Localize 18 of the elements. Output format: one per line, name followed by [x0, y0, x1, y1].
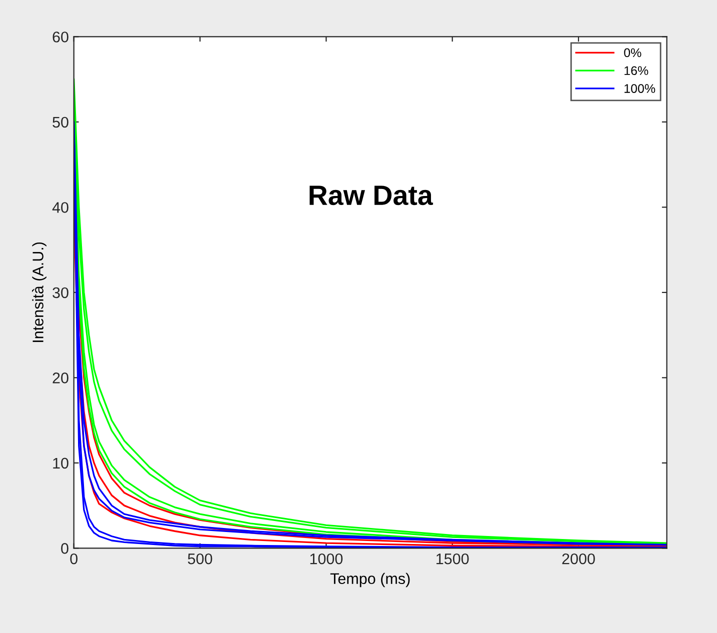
legend-label: 100%: [624, 84, 656, 93]
y-axis-title: Intensità (A.U.): [32, 242, 46, 342]
x-tick-label: 1500: [436, 553, 469, 564]
x-tick-label: 500: [188, 553, 212, 564]
x-tick-label: 0: [70, 553, 78, 564]
legend-label: 0%: [624, 48, 642, 58]
y-tick-label: 0: [61, 543, 68, 554]
y-tick-label: 10: [53, 458, 68, 469]
y-tick-label: 40: [52, 202, 68, 213]
y-tick-label: 60: [52, 32, 68, 42]
y-tick-label: 20: [52, 372, 68, 384]
x-axis-title: Tempo (ms): [330, 572, 410, 588]
y-tick-label: 50: [52, 116, 68, 128]
x-tick-label: 1000: [310, 553, 343, 564]
x-tick-label: 2000: [562, 553, 595, 564]
y-tick-label: 30: [52, 287, 68, 298]
text: Raw Data: [310, 186, 434, 206]
legend-label: 16%: [624, 66, 648, 76]
